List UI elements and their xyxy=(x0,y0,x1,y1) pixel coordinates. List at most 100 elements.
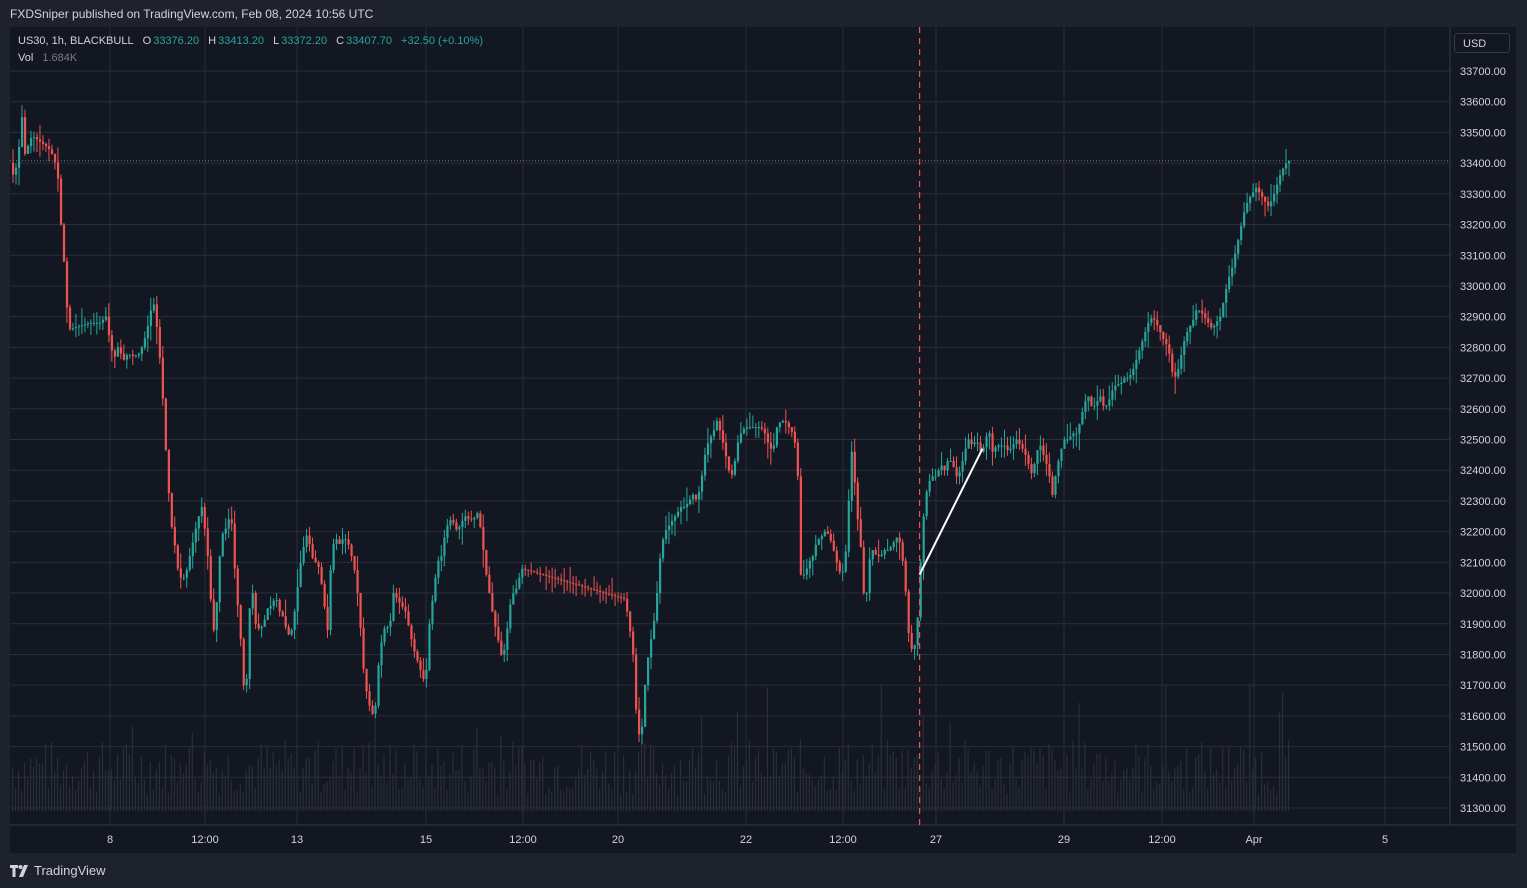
candle-body xyxy=(715,421,719,431)
candle-body xyxy=(967,439,970,449)
volume-bar xyxy=(1138,755,1140,811)
volume-bar xyxy=(769,777,772,811)
candle-body xyxy=(95,322,99,324)
volume-bar xyxy=(542,757,544,811)
candle-body xyxy=(230,519,233,524)
volume-bar xyxy=(629,770,631,811)
candle-body xyxy=(374,705,377,714)
candle-body xyxy=(191,542,194,557)
chart-area[interactable]: 31300.00 31400.00 31500.00 31600.00 31700.00… xyxy=(10,27,1516,853)
candle-body xyxy=(1201,310,1204,314)
volume-bar xyxy=(86,752,89,811)
currency-button[interactable]: USD xyxy=(1454,33,1510,53)
volume-bar xyxy=(326,781,328,811)
symbol-label[interactable]: US30, 1h, BLACKBULL xyxy=(18,35,134,47)
candle-body xyxy=(182,577,185,579)
tradingview-brand: TradingView xyxy=(34,863,106,878)
candle-body xyxy=(733,460,737,475)
volume-bar xyxy=(985,750,987,811)
candle-body xyxy=(736,442,740,461)
volume-bar xyxy=(970,771,972,811)
volume-bar xyxy=(991,789,993,811)
candle-body xyxy=(266,608,269,620)
candle-body xyxy=(113,350,117,357)
volume-bar xyxy=(104,770,107,811)
volume-bar xyxy=(626,792,628,811)
volume-bar xyxy=(533,759,535,811)
volume-bar xyxy=(146,794,148,811)
volume-bar xyxy=(850,780,852,811)
candle-body xyxy=(1276,184,1279,194)
volume-bar xyxy=(449,773,451,811)
candle-body xyxy=(53,153,57,163)
volume-bar xyxy=(1081,768,1083,811)
volume-bar xyxy=(994,779,996,811)
volume-bar xyxy=(386,781,388,811)
candle-body xyxy=(760,427,764,429)
candle-body xyxy=(71,328,75,330)
candle-body xyxy=(1204,313,1207,319)
volume-bar xyxy=(545,793,547,811)
candle-body xyxy=(122,353,126,360)
change-value: +32.50 (+0.10%) xyxy=(401,35,483,47)
candle-body xyxy=(392,593,395,621)
volume-bar xyxy=(1123,770,1125,811)
volume-bar xyxy=(727,755,730,811)
volume-bar xyxy=(1063,768,1065,811)
candle-body xyxy=(464,516,467,521)
volume-bar xyxy=(1153,788,1155,811)
candle-body xyxy=(817,539,820,545)
volume-bar xyxy=(1090,778,1092,811)
volume-bar xyxy=(937,752,939,811)
candle-body xyxy=(805,568,808,575)
volume-bar xyxy=(245,770,247,811)
price-chart[interactable]: 31300.00 31400.00 31500.00 31600.00 31700.00… xyxy=(10,27,1516,853)
candle-body xyxy=(170,493,173,528)
candle-body xyxy=(892,542,895,547)
candle-body xyxy=(398,597,401,603)
candle-body xyxy=(1213,325,1216,328)
volume-bar xyxy=(793,756,795,811)
volume-bar xyxy=(89,787,92,811)
candle-body xyxy=(1168,344,1171,354)
candle-body xyxy=(545,574,548,576)
volume-bar xyxy=(979,785,981,811)
candle-body xyxy=(368,691,371,706)
candle-body xyxy=(721,430,725,443)
price-tick-label: 32200.00 xyxy=(1460,527,1506,539)
volume-bar xyxy=(1021,759,1023,811)
candle-body xyxy=(47,146,51,150)
volume-bar xyxy=(110,769,113,811)
volume-bar xyxy=(781,763,783,811)
candle-body xyxy=(149,310,152,326)
volume-bar xyxy=(206,765,208,811)
volume-bar xyxy=(563,790,565,811)
candle-body xyxy=(284,616,287,627)
candle-body xyxy=(173,527,176,546)
candle-body xyxy=(709,436,713,444)
volume-bar xyxy=(620,794,622,811)
volume-bar xyxy=(982,766,984,811)
candle-body xyxy=(1177,368,1180,377)
candle-body xyxy=(362,627,365,669)
volume-bar xyxy=(1243,750,1245,811)
volume-bar xyxy=(443,760,445,811)
candle-body xyxy=(943,465,946,471)
volume-bar xyxy=(29,758,32,811)
volume-bar xyxy=(880,684,882,811)
volume-bar xyxy=(32,767,35,811)
volume-bar xyxy=(682,781,685,811)
candle-body xyxy=(215,602,218,630)
candle-body xyxy=(883,550,886,555)
volume-bar xyxy=(203,751,205,811)
volume-bar xyxy=(667,789,670,811)
volume-bar xyxy=(748,741,751,811)
tradingview-logo[interactable]: TradingView xyxy=(10,863,106,878)
volume-bar xyxy=(128,753,131,811)
candle-body xyxy=(179,568,182,578)
volume-bar xyxy=(359,769,361,811)
candle-body xyxy=(263,619,266,627)
volume-bar xyxy=(1114,760,1116,811)
candle-body xyxy=(829,533,832,541)
candle-body xyxy=(281,611,284,617)
